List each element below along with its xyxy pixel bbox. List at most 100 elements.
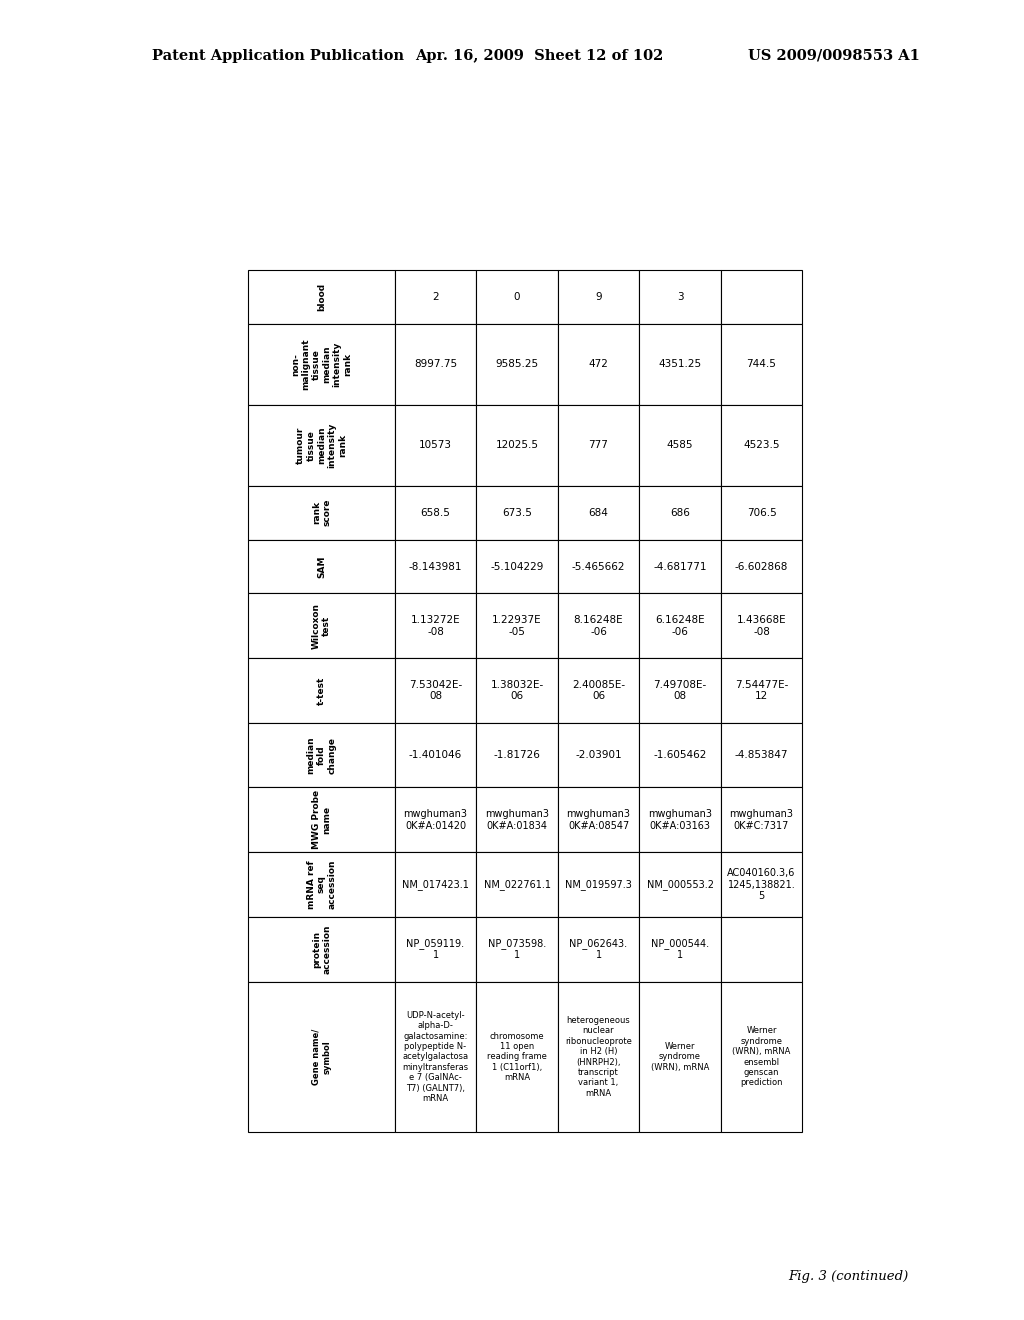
Bar: [558, 594, 639, 659]
Text: heterogeneous
nuclear
ribonucleoprote
in H2 (H)
(HNRPH2),
transcript
variant 1,
: heterogeneous nuclear ribonucleoprote in…: [565, 1016, 632, 1098]
Bar: [639, 271, 721, 323]
Text: Wilcoxon
test: Wilcoxon test: [311, 603, 331, 649]
Text: MWG Probe
name: MWG Probe name: [311, 791, 331, 849]
Text: non-
malignant
tissue
median
intensity
rank: non- malignant tissue median intensity r…: [291, 338, 352, 391]
Bar: [248, 271, 395, 323]
Bar: [558, 323, 639, 405]
Text: mwghuman3
0K#A:01420: mwghuman3 0K#A:01420: [403, 809, 468, 830]
Bar: [721, 982, 802, 1133]
Text: Patent Application Publication: Patent Application Publication: [152, 49, 403, 63]
Bar: [558, 540, 639, 594]
Bar: [248, 540, 395, 594]
Bar: [639, 540, 721, 594]
Bar: [558, 788, 639, 853]
Bar: [248, 982, 395, 1133]
Bar: [476, 982, 558, 1133]
Text: Werner
syndrome
(WRN), mRNA: Werner syndrome (WRN), mRNA: [651, 1041, 710, 1072]
Bar: [395, 982, 476, 1133]
Bar: [721, 540, 802, 594]
Bar: [248, 594, 395, 659]
Bar: [248, 723, 395, 788]
Text: -5.104229: -5.104229: [490, 561, 544, 572]
Bar: [639, 982, 721, 1133]
Text: 0: 0: [514, 292, 520, 302]
Text: Gene name/
symbol: Gene name/ symbol: [311, 1028, 331, 1085]
Text: NP_000544.
1: NP_000544. 1: [651, 939, 709, 961]
Bar: [476, 323, 558, 405]
Text: NM_019597.3: NM_019597.3: [565, 879, 632, 890]
Text: 4585: 4585: [667, 441, 693, 450]
Bar: [476, 917, 558, 982]
Text: 686: 686: [670, 508, 690, 517]
Bar: [476, 723, 558, 788]
Text: -4.853847: -4.853847: [735, 750, 788, 760]
Text: 1.43668E
-08: 1.43668E -08: [736, 615, 786, 636]
Bar: [476, 405, 558, 486]
Text: NM_022761.1: NM_022761.1: [483, 879, 551, 890]
Bar: [639, 723, 721, 788]
Text: 7.49708E-
08: 7.49708E- 08: [653, 680, 707, 701]
Text: 658.5: 658.5: [421, 508, 451, 517]
Text: 777: 777: [589, 441, 608, 450]
Text: UDP-N-acetyl-
alpha-D-
galactosamine:
polypeptide N-
acetylgalactosa
minyltransf: UDP-N-acetyl- alpha-D- galactosamine: po…: [402, 1011, 469, 1104]
Text: mwghuman3
0K#A:03163: mwghuman3 0K#A:03163: [648, 809, 712, 830]
Bar: [721, 323, 802, 405]
Bar: [248, 323, 395, 405]
Bar: [721, 405, 802, 486]
Text: 9: 9: [595, 292, 602, 302]
Text: 4523.5: 4523.5: [743, 441, 779, 450]
Bar: [395, 723, 476, 788]
Text: NM_017423.1: NM_017423.1: [402, 879, 469, 890]
Text: 9585.25: 9585.25: [496, 359, 539, 370]
Bar: [639, 594, 721, 659]
Bar: [248, 659, 395, 723]
Text: -1.81726: -1.81726: [494, 750, 541, 760]
Bar: [721, 723, 802, 788]
Text: -1.605462: -1.605462: [653, 750, 707, 760]
Text: 744.5: 744.5: [746, 359, 776, 370]
Bar: [476, 853, 558, 917]
Bar: [721, 486, 802, 540]
Text: Fig. 3 (continued): Fig. 3 (continued): [788, 1270, 908, 1283]
Text: 1.13272E
-08: 1.13272E -08: [411, 615, 461, 636]
Bar: [639, 323, 721, 405]
Bar: [395, 540, 476, 594]
Bar: [639, 853, 721, 917]
Text: NP_059119.
1: NP_059119. 1: [407, 939, 465, 961]
Text: mRNA ref
seq
accession: mRNA ref seq accession: [306, 859, 336, 909]
Bar: [476, 788, 558, 853]
Text: 3: 3: [677, 292, 683, 302]
Text: 673.5: 673.5: [502, 508, 532, 517]
Bar: [395, 917, 476, 982]
Text: SAM: SAM: [317, 556, 326, 578]
Text: -4.681771: -4.681771: [653, 561, 707, 572]
Text: 1.22937E
-05: 1.22937E -05: [493, 615, 542, 636]
Bar: [639, 788, 721, 853]
Bar: [395, 594, 476, 659]
Bar: [476, 271, 558, 323]
Text: 1.38032E-
06: 1.38032E- 06: [490, 680, 544, 701]
Bar: [395, 659, 476, 723]
Bar: [558, 486, 639, 540]
Bar: [558, 405, 639, 486]
Text: 8997.75: 8997.75: [414, 359, 457, 370]
Bar: [558, 853, 639, 917]
Bar: [248, 853, 395, 917]
Bar: [395, 271, 476, 323]
Bar: [639, 405, 721, 486]
Text: mwghuman3
0K#C:7317: mwghuman3 0K#C:7317: [729, 809, 794, 830]
Bar: [395, 486, 476, 540]
Bar: [721, 853, 802, 917]
Bar: [476, 540, 558, 594]
Text: -6.602868: -6.602868: [735, 561, 788, 572]
Text: rank
score: rank score: [311, 499, 331, 527]
Bar: [721, 788, 802, 853]
Text: -5.465662: -5.465662: [571, 561, 626, 572]
Bar: [248, 917, 395, 982]
Text: t-test: t-test: [317, 676, 326, 705]
Bar: [639, 486, 721, 540]
Text: NM_000553.2: NM_000553.2: [646, 879, 714, 890]
Bar: [639, 659, 721, 723]
Text: 4351.25: 4351.25: [658, 359, 701, 370]
Text: 706.5: 706.5: [746, 508, 776, 517]
